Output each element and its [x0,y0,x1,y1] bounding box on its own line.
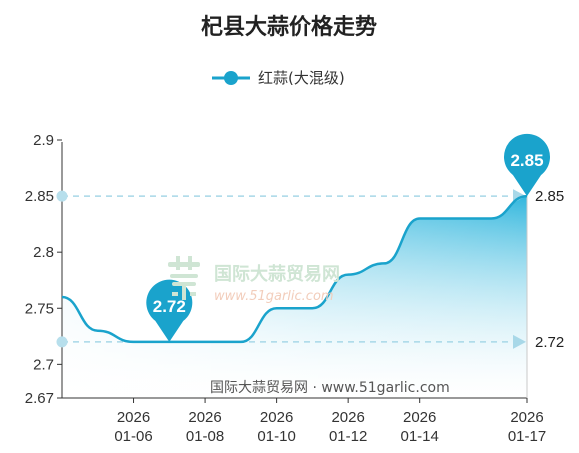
x-tick-label-date: 01-14 [401,428,439,445]
chart-title: 杞县大蒜价格走势 [201,14,377,40]
min-pin: 2.72 [146,279,193,342]
legend-label: 红蒜(大混级) [258,69,345,87]
footer-source: 国际大蒜贸易网 · www.51garlic.com [210,380,450,396]
area-fade-overlay [62,140,527,398]
x-tick-label-date: 01-10 [257,428,295,445]
reference-value-label: 2.72 [535,334,564,351]
watermark-name: 国际大蒜贸易网 [214,263,340,285]
series-line [61,194,528,344]
x-tick-label-year: 2026 [403,409,436,426]
y-tick-label: 2.85 [25,188,54,205]
x-tick-label-date: 01-17 [508,428,546,445]
max-pin-marker [504,133,550,197]
max-pin-label: 2.85 [510,151,543,170]
x-tick-label-year: 2026 [510,409,543,426]
min-pin-label: 2.72 [153,297,186,316]
y-tick-label: 2.67 [25,390,54,407]
max-pin: 2.85 [504,133,550,197]
x-tick-label-date: 01-08 [186,428,224,445]
reference-value-label: 2.85 [535,188,564,205]
watermark-url: www.51garlic.com [214,289,334,304]
min-pin-marker [146,279,193,342]
x-tick-label-year: 2026 [260,409,293,426]
plot-area: 2.67 2.7 2.75 2.8 2.85 2.9 2026 01-06 2026 01-08 2… [25,132,564,445]
reference-arrow [513,334,526,349]
x-tick-label-year: 2026 [188,409,221,426]
legend-dot-marker [224,71,238,85]
reference-start-dot [56,336,68,348]
y-tick-label: 2.9 [33,132,54,149]
watermark: 国际大蒜贸易网 www.51garlic.com [168,256,340,304]
x-tick-label-year: 2026 [117,409,150,426]
reference-start-dot [56,190,68,202]
x-tick-label-date: 01-06 [114,428,152,445]
x-tick-label-date: 01-12 [329,428,367,445]
y-tick-label: 2.75 [25,300,54,317]
legend[interactable]: 红蒜(大混级) [212,69,345,87]
garlic-logo-icon [168,256,200,300]
y-tick-label: 2.7 [33,356,54,373]
x-tick-label-year: 2026 [331,409,364,426]
y-tick-label: 2.8 [33,244,54,261]
